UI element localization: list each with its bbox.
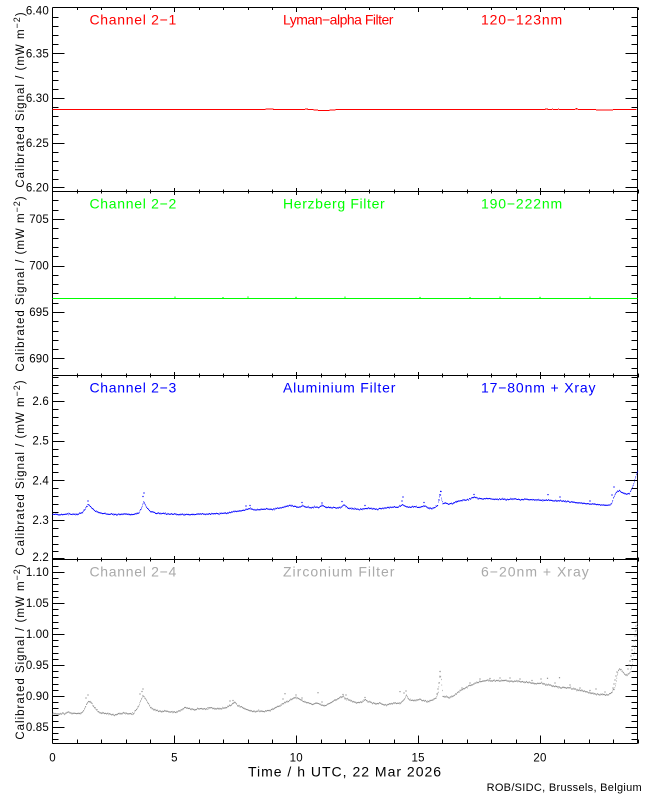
svg-text:695: 695	[29, 307, 49, 319]
svg-text:0.90: 0.90	[26, 691, 49, 703]
svg-text:1.00: 1.00	[26, 629, 49, 641]
svg-text:0.95: 0.95	[26, 660, 49, 672]
svg-text:120−123nm: 120−123nm	[481, 11, 563, 27]
svg-text:0.85: 0.85	[26, 722, 49, 734]
svg-text:6.25: 6.25	[26, 138, 49, 150]
svg-text:Aluminium Filter: Aluminium Filter	[283, 379, 396, 395]
svg-text:Channel 2−1: Channel 2−1	[90, 11, 178, 27]
svg-text:10: 10	[290, 753, 303, 765]
svg-text:20: 20	[533, 753, 546, 765]
svg-text:Calibrated Signal / (mW m−2): Calibrated Signal / (mW m−2)	[12, 11, 27, 187]
svg-text:6.40: 6.40	[26, 6, 49, 18]
svg-text:6.35: 6.35	[26, 48, 49, 60]
svg-text:705: 705	[29, 214, 49, 226]
svg-text:6.30: 6.30	[26, 93, 49, 105]
svg-text:2.3: 2.3	[32, 515, 49, 527]
svg-text:5: 5	[171, 753, 178, 765]
svg-text:Herzberg Filter: Herzberg Filter	[283, 195, 385, 211]
svg-text:Channel 2−3: Channel 2−3	[90, 379, 178, 395]
svg-text:Time / h UTC, 22 Mar 2026: Time / h UTC, 22 Mar 2026	[248, 764, 442, 780]
svg-text:2.2: 2.2	[32, 552, 49, 564]
svg-text:1.05: 1.05	[26, 598, 49, 610]
svg-text:190−222nm: 190−222nm	[481, 195, 563, 211]
svg-text:1.10: 1.10	[26, 567, 49, 579]
svg-text:ROB/SIDC, Brussels, Belgium: ROB/SIDC, Brussels, Belgium	[487, 782, 642, 794]
svg-text:2.4: 2.4	[32, 475, 49, 487]
svg-text:Channel 2−2: Channel 2−2	[90, 195, 178, 211]
svg-text:690: 690	[29, 354, 49, 366]
svg-text:Zirconium Filter: Zirconium Filter	[283, 563, 395, 579]
svg-text:Calibrated Signal / (mW m−2): Calibrated Signal / (mW m−2)	[12, 563, 27, 739]
svg-text:6−20nm + Xray: 6−20nm + Xray	[481, 563, 590, 579]
svg-text:2.5: 2.5	[32, 436, 49, 448]
svg-text:2.6: 2.6	[32, 396, 49, 408]
svg-text:0: 0	[49, 753, 56, 765]
svg-text:Calibrated Signal / (mW m−2): Calibrated Signal / (mW m−2)	[12, 195, 27, 371]
svg-text:15: 15	[412, 753, 425, 765]
svg-text:700: 700	[29, 261, 49, 273]
svg-text:Lyman−alpha Filter: Lyman−alpha Filter	[283, 11, 394, 27]
svg-text:6.20: 6.20	[26, 183, 49, 195]
svg-text:Calibrated Signal / (mW m−2): Calibrated Signal / (mW m−2)	[12, 379, 27, 555]
svg-text:17−80nm + Xray: 17−80nm + Xray	[481, 379, 596, 395]
svg-text:Channel 2−4: Channel 2−4	[90, 563, 178, 579]
